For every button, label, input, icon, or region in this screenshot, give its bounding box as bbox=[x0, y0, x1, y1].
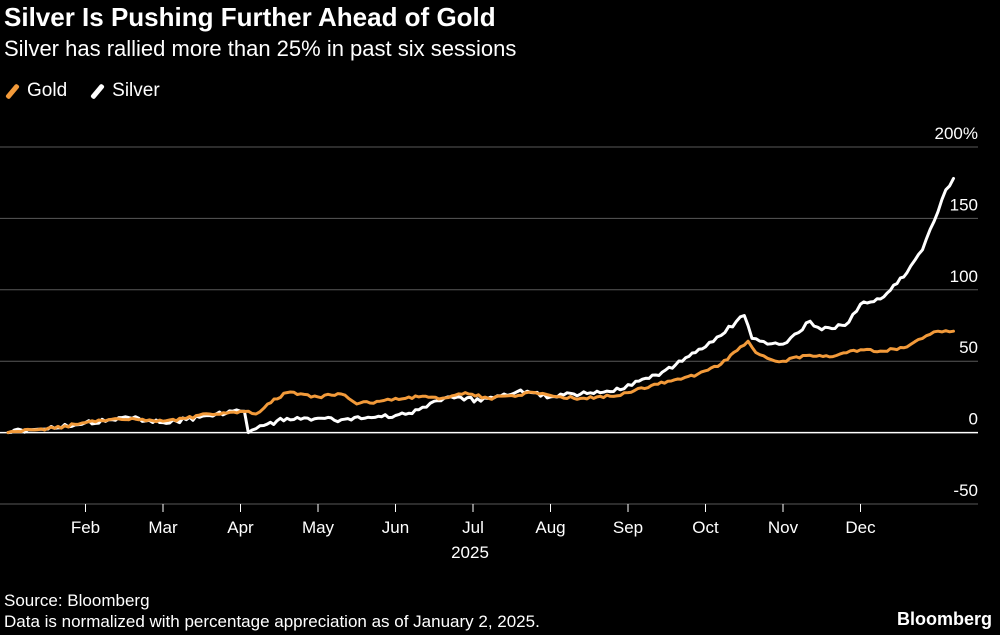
source-note: Source: Bloomberg bbox=[4, 591, 150, 610]
legend-label-gold: Gold bbox=[27, 80, 68, 101]
bloomberg-logo: Bloomberg bbox=[896, 609, 992, 629]
series-line-gold bbox=[6, 329, 955, 435]
y-axis-ticks: 200% 150 100 50 0 -50 bbox=[935, 124, 978, 500]
chart-legend: Gold Silver bbox=[4, 80, 182, 102]
chart-title: Silver Is Pushing Further Ahead of Gold bbox=[4, 2, 496, 32]
y-tick-label-5: -50 bbox=[953, 481, 978, 500]
legend-item-gold: Gold bbox=[4, 80, 67, 102]
x-tick-label-aug: Aug bbox=[535, 518, 565, 537]
x-tick-label-dec: Dec bbox=[845, 518, 876, 537]
x-tick-label-mar: Mar bbox=[148, 518, 178, 537]
normalization-note: Data is normalized with percentage appre… bbox=[4, 612, 540, 631]
chart-subtitle: Silver has rallied more than 25% in past… bbox=[4, 36, 517, 61]
legend-label-silver: Silver bbox=[112, 80, 160, 101]
x-tick-label-oct: Oct bbox=[692, 518, 719, 537]
x-tick-label-nov: Nov bbox=[768, 518, 799, 537]
x-tick-label-jul: Jul bbox=[462, 518, 484, 537]
series-line-silver bbox=[6, 176, 955, 435]
y-tick-label-0: 200% bbox=[935, 124, 978, 143]
gridlines bbox=[0, 146, 978, 505]
y-tick-label-2: 100 bbox=[950, 267, 978, 286]
y-tick-label-3: 50 bbox=[959, 338, 978, 357]
x-axis-year-label: 2025 bbox=[451, 543, 489, 562]
x-tick-label-jun: Jun bbox=[382, 518, 409, 537]
x-tick-label-may: May bbox=[302, 518, 335, 537]
legend-item-silver: Silver bbox=[89, 80, 160, 102]
y-tick-label-4: 0 bbox=[969, 410, 978, 429]
x-tick-label-apr: Apr bbox=[227, 518, 254, 537]
y-tick-label-1: 150 bbox=[950, 195, 978, 214]
x-axis-ticks: Feb Mar Apr May Jun Jul Aug Sep Oct Nov Dec bbox=[71, 504, 876, 537]
series-lines bbox=[6, 176, 955, 435]
x-tick-label-sep: Sep bbox=[613, 518, 643, 537]
x-tick-label-feb: Feb bbox=[71, 518, 100, 537]
